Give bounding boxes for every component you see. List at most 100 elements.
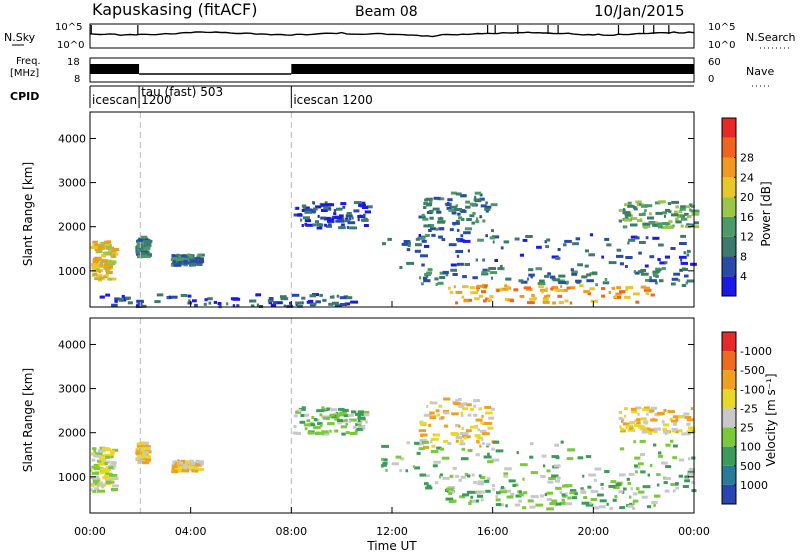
- power-echo-cell: [140, 236, 145, 240]
- power-echo-cell: [680, 261, 688, 265]
- power-echo-cell: [424, 234, 430, 237]
- velocity-echo-cell: [649, 428, 656, 432]
- velocity-echo-cell: [477, 480, 485, 484]
- power-echo-cell: [145, 236, 148, 240]
- power-echo-cell: [634, 271, 640, 275]
- velocity-echo-cell: [632, 506, 636, 510]
- power-echo-cell: [275, 301, 283, 305]
- power-echo-cell: [474, 195, 477, 199]
- power-echo-cell: [684, 274, 689, 278]
- power-echo-cell: [655, 267, 661, 271]
- velocity-echo-cell: [103, 474, 109, 478]
- power-echo-cell: [139, 252, 146, 256]
- power-echo-cell: [315, 300, 321, 304]
- velocity-echo-cell: [106, 468, 112, 472]
- beam-title: Beam 08: [355, 4, 418, 20]
- velocity-echo-cell: [632, 499, 639, 503]
- power-echo-cell: [189, 263, 197, 267]
- power-echo-cell: [649, 255, 655, 259]
- power-echo-cell: [357, 218, 360, 222]
- velocity-echo-cell: [641, 495, 648, 499]
- velocity-echo-cell: [174, 462, 178, 466]
- power-echo-cell: [465, 205, 471, 209]
- velocity-echo-cell: [475, 418, 483, 422]
- power-echo-cell: [652, 223, 659, 227]
- velocity-echo-cell: [385, 468, 388, 472]
- velocity-echo-cell: [529, 505, 536, 509]
- velocity-echo-cell: [560, 440, 564, 444]
- power-echo-cell: [295, 206, 300, 210]
- power-echo-cell: [250, 304, 255, 308]
- velocity-echo-cell: [632, 501, 635, 505]
- velocity-echo-cell: [358, 423, 362, 427]
- power-echo-cell: [661, 267, 666, 271]
- power-echo-cell: [96, 258, 102, 262]
- power-echo-cell: [664, 255, 670, 259]
- power-echo-cell: [679, 242, 687, 245]
- power-echo-cell: [304, 208, 312, 212]
- power-echo-cell: [674, 210, 678, 214]
- power-echo-cell: [420, 282, 424, 286]
- power-echo-cell: [448, 243, 457, 247]
- velocity-echo-cell: [608, 484, 616, 488]
- velocity-echo-cell: [382, 461, 388, 465]
- power-echo-cell: [622, 211, 630, 215]
- power-echo-cell: [504, 284, 508, 288]
- velocity-echo-cell: [665, 443, 671, 447]
- power-echo-cell: [616, 254, 624, 258]
- velocity-echo-cell: [313, 418, 318, 421]
- power-echo-cell: [462, 285, 469, 289]
- velocity-echo-cell: [546, 491, 554, 495]
- power-echo-cell: [172, 260, 176, 264]
- power-echo-cell: [334, 304, 343, 308]
- velocity-echo-cell: [625, 426, 628, 429]
- velocity-echo-cell: [462, 434, 467, 438]
- power-echo-cell: [467, 249, 470, 253]
- velocity-echo-cell: [630, 407, 637, 411]
- velocity-echo-cell: [140, 441, 149, 445]
- power-echo-cell: [425, 274, 429, 278]
- power-echo-cell: [101, 241, 107, 245]
- velocity-echo-cell: [491, 458, 500, 462]
- power-echo-cell: [364, 210, 371, 214]
- velocity-echo-cell: [340, 425, 347, 429]
- power-echo-cell: [645, 291, 650, 295]
- power-echo-cell: [333, 209, 337, 212]
- power-echo-cell: [431, 233, 436, 237]
- power-echo-cell: [469, 286, 475, 290]
- velocity-echo-cell: [135, 451, 143, 455]
- velocity-echo-cell: [191, 469, 194, 473]
- power-echo-cell: [428, 200, 433, 204]
- power-echo-cell: [135, 246, 138, 249]
- velocity-echo-cell: [619, 447, 625, 451]
- velocity-echo-cell: [642, 485, 651, 489]
- velocity-echo-cell: [505, 489, 512, 493]
- power-echo-cell: [630, 217, 638, 220]
- velocity-echo-cell: [554, 443, 559, 447]
- power-echo-cell: [649, 279, 657, 283]
- velocity-echo-cell: [110, 450, 116, 453]
- velocity-echo-cell: [522, 506, 527, 510]
- velocity-echo-cell: [473, 399, 481, 403]
- power-echo-cell: [168, 295, 171, 299]
- velocity-echo-cell: [438, 404, 443, 408]
- velocity-echo-cell: [428, 423, 432, 427]
- freq-trace: [90, 64, 694, 75]
- power-echo-cell: [414, 249, 421, 253]
- velocity-cbar-swatch: [722, 332, 736, 352]
- power-echo-cell: [125, 296, 131, 300]
- velocity-echo-cell: [683, 432, 691, 436]
- power-echo-cell: [633, 207, 638, 211]
- velocity-echo-cell: [467, 449, 473, 452]
- velocity-echo-cell: [629, 495, 632, 499]
- power-echo-cell: [473, 198, 482, 202]
- power-echo-cell: [345, 217, 348, 221]
- power-echo-cell: [558, 301, 564, 305]
- power-echo-cell: [650, 293, 655, 297]
- velocity-cbar-tick-label: -1000: [740, 345, 772, 358]
- velocity-echo-cell: [504, 467, 512, 471]
- velocity-echo-cell: [137, 456, 141, 460]
- power-echo-cell: [203, 302, 207, 306]
- power-echo-cell: [563, 243, 567, 247]
- velocity-cbar-swatch: [722, 446, 736, 466]
